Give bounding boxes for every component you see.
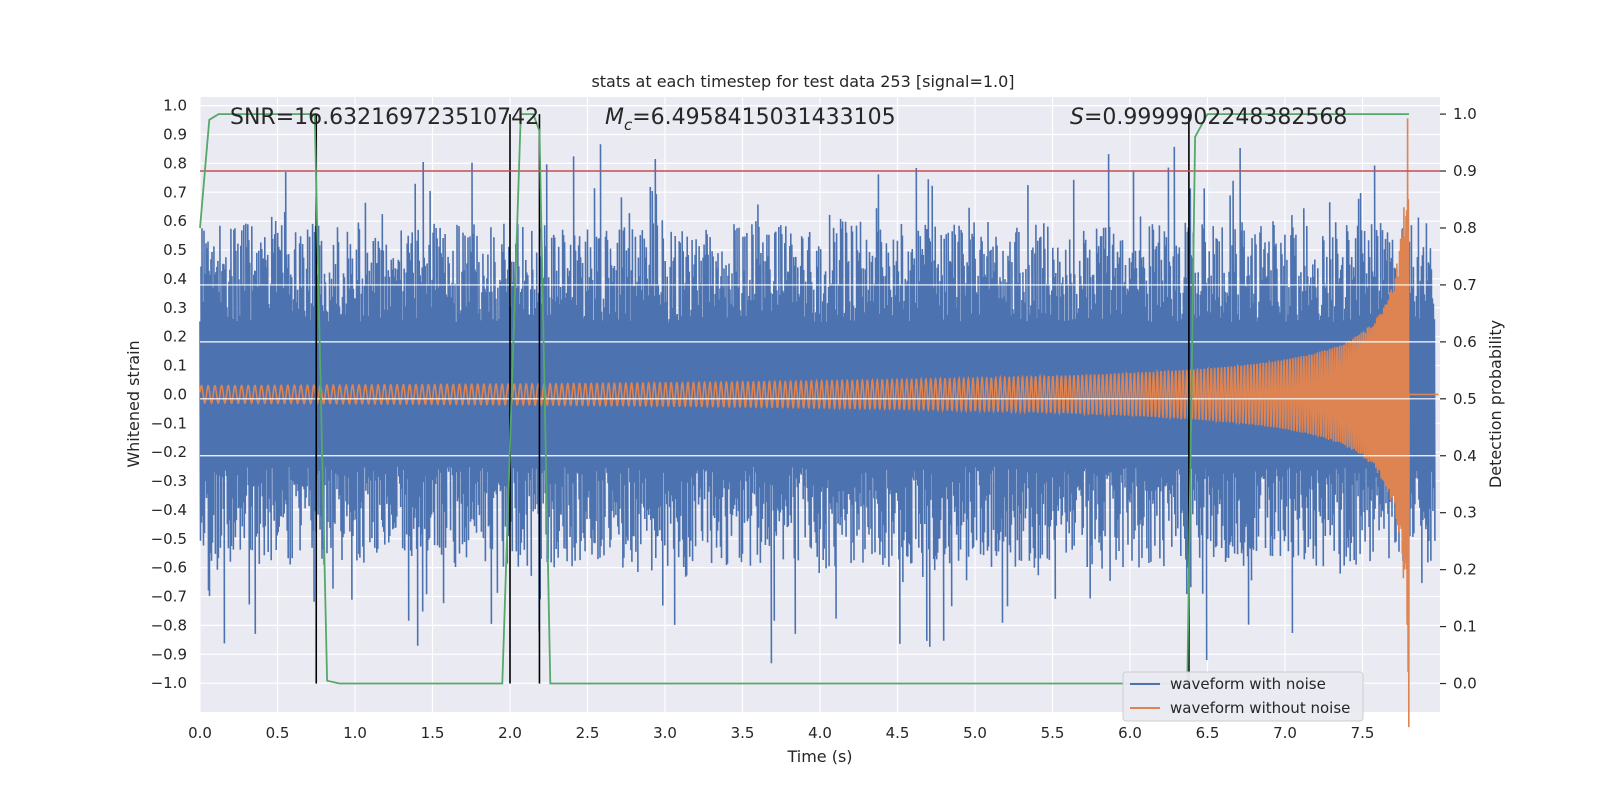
y2-axis-label: Detection probability: [1486, 320, 1505, 488]
snr-annotation: SNR=16.632169723510742: [230, 105, 539, 130]
x-tick-label: 1.5: [421, 724, 445, 742]
y-tick-label: −0.2: [151, 443, 187, 461]
x-tick-label: 2.5: [576, 724, 600, 742]
y-tick-label: 0.6: [163, 212, 187, 230]
overlay-lines: [199, 113, 1440, 685]
x-tick-label: 4.0: [808, 724, 832, 742]
y-tick-label: −0.3: [151, 472, 187, 490]
y-tick-label: 0.4: [163, 270, 187, 288]
y-tick-label: −0.7: [151, 588, 187, 606]
y-tick-label: 0.9: [163, 126, 187, 144]
x-tick-label: 6.5: [1196, 724, 1220, 742]
y-tick-label: 0.0: [163, 385, 187, 403]
y2-tick-labels: 1.0 0.9 0.8 0.7 0.6 0.5 0.4 0.3 0.2 0.1 0.0: [1440, 105, 1477, 693]
y-tick-label: 0.8: [163, 154, 187, 172]
x-tick-label: 7.5: [1351, 724, 1375, 742]
y-tick-label: 0.3: [163, 299, 187, 317]
legend-noise-label: waveform with noise: [1170, 675, 1326, 693]
spin-value: =0.9999902248382568: [1084, 105, 1347, 130]
x-tick-label: 7.0: [1273, 724, 1297, 742]
y-tick-label: 0.5: [163, 241, 187, 259]
x-tick-label: 0.5: [266, 724, 290, 742]
y-tick-label: 0.7: [163, 183, 187, 201]
chart-title: stats at each timestep for test data 253…: [591, 72, 1014, 91]
x-tick-labels: 0.0 0.5 1.0 1.5 2.0 2.5 3.0 3.5 4.0 4.5 5.0 5.5 6.0 6…: [188, 724, 1374, 742]
y-tick-label: −1.0: [151, 674, 187, 692]
y2-tick-label: 0.8: [1453, 219, 1477, 237]
x-tick-label: 3.0: [653, 724, 677, 742]
spin-annotation: S=0.9999902248382568: [1070, 105, 1347, 130]
y-tick-label: −0.1: [151, 414, 187, 432]
chirp-mass-value: =6.4958415031433105: [632, 105, 895, 130]
spin-symbol: S: [1070, 105, 1084, 130]
y2-tick-label: 0.7: [1453, 276, 1477, 294]
y-tick-label: 1.0: [163, 97, 187, 115]
x-tick-label: 2.0: [498, 724, 522, 742]
x-tick-label: 6.0: [1118, 724, 1142, 742]
y-tick-label: −0.4: [151, 501, 187, 519]
y-tick-labels: 1.0 0.9 0.8 0.7 0.6 0.5 0.4 0.3 0.2 0.1 0.0 −0.1 −0.…: [151, 97, 187, 692]
y2-tick-label: 0.5: [1453, 390, 1477, 408]
y-tick-label: −0.5: [151, 530, 187, 548]
x-axis-label: Time (s): [786, 747, 852, 766]
y2-tick-label: 0.1: [1453, 618, 1477, 636]
legend-box: [1122, 671, 1364, 722]
y2-tick-label: 0.0: [1453, 675, 1477, 693]
chirp-mass-symbol: M: [605, 105, 624, 130]
x-tick-label: 3.5: [731, 724, 755, 742]
chirp-mass-subscript: c: [624, 116, 633, 134]
y-tick-label: −0.9: [151, 645, 187, 663]
x-tick-label: 5.5: [1041, 724, 1065, 742]
y-axis-label: Whitened strain: [124, 340, 143, 467]
y-tick-label: 0.2: [163, 328, 187, 346]
x-tick-label: 5.0: [963, 724, 987, 742]
x-tick-label: 0.0: [188, 724, 212, 742]
x-tick-label: 4.5: [886, 724, 910, 742]
y2-tick-label: 0.4: [1453, 447, 1477, 465]
detection-probability-line: [199, 113, 1409, 685]
y2-tick-label: 0.2: [1453, 561, 1477, 579]
y2-tick-label: 0.3: [1453, 504, 1477, 522]
legend-clean-label: waveform without noise: [1170, 699, 1350, 717]
y2-tick-label: 1.0: [1453, 105, 1477, 123]
y-tick-label: −0.8: [151, 616, 187, 634]
legend: waveform with noise waveform without noi…: [1122, 671, 1364, 722]
y-tick-label: 0.1: [163, 357, 187, 375]
y2-tick-label: 0.9: [1453, 162, 1477, 180]
chirp-mass-annotation: Mc=6.4958415031433105: [605, 105, 896, 134]
y2-tick-label: 0.6: [1453, 333, 1477, 351]
y-tick-label: −0.6: [151, 559, 187, 577]
x-tick-label: 1.0: [343, 724, 367, 742]
right-axis-grid: [200, 284, 1440, 457]
